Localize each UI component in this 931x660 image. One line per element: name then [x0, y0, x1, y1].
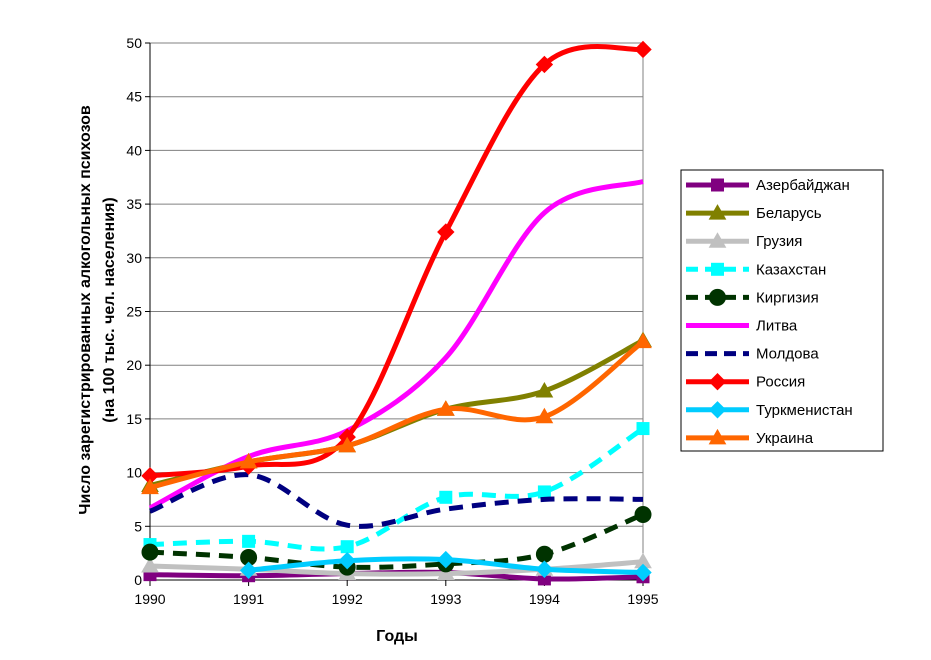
y-tick-label: 35 — [126, 196, 142, 212]
y-tick-label: 5 — [134, 518, 142, 534]
data-point — [634, 332, 652, 349]
y-tick-label: 45 — [126, 89, 142, 105]
series-6 — [148, 179, 644, 511]
legend-item: Молдова — [686, 346, 819, 363]
legend-item: Литва — [686, 318, 798, 335]
series-line — [149, 339, 645, 491]
series-line — [149, 426, 645, 552]
series-7 — [149, 472, 644, 529]
data-point — [141, 543, 159, 561]
legend-marker — [708, 372, 727, 391]
legend-marker — [709, 288, 726, 306]
y-axis-title-line1: Число зарегистрированных алкогольных пси… — [77, 105, 94, 515]
series-line — [148, 179, 644, 511]
x-tick-label: 1994 — [529, 591, 560, 607]
data-point — [340, 540, 354, 554]
series-4 — [143, 422, 650, 554]
data-point — [141, 557, 159, 573]
legend-marker — [708, 401, 727, 419]
data-point — [141, 478, 159, 495]
legend-item: Беларусь — [686, 204, 822, 222]
y-tick-label: 25 — [126, 304, 142, 320]
legend-item: Украина — [686, 428, 814, 447]
data-point — [634, 40, 652, 59]
y-axis-title-line2: (на 100 тыс. чел. населения) — [101, 197, 118, 422]
y-tick-label: 30 — [126, 250, 142, 266]
legend-label: Украина — [756, 430, 814, 447]
series-line — [149, 472, 644, 529]
data-point — [239, 561, 258, 580]
x-tick-label: 1990 — [134, 591, 165, 607]
series-line — [149, 43, 644, 479]
legend-item: Россия — [686, 372, 805, 391]
legend-item: Грузия — [686, 232, 802, 250]
y-tick-label: 0 — [134, 572, 142, 588]
legend-items: Азербайджан Беларусь Грузия Казахстан Киргиз… — [686, 177, 853, 447]
data-point — [437, 223, 455, 241]
data-point — [239, 452, 258, 469]
series-group — [141, 40, 652, 586]
series-8 — [141, 40, 652, 485]
legend-label: Киргизия — [756, 289, 819, 306]
data-point — [535, 545, 553, 563]
legend-marker — [708, 428, 727, 445]
data-point — [535, 560, 554, 578]
x-tick-label: 1995 — [627, 591, 658, 607]
data-point — [439, 490, 453, 504]
series-10 — [141, 332, 652, 495]
legend-marker — [711, 178, 724, 192]
legend-marker — [711, 262, 724, 276]
data-point — [436, 400, 455, 416]
data-point — [535, 55, 554, 74]
y-tick-label: 10 — [126, 465, 142, 481]
series-9 — [239, 550, 652, 582]
data-point — [535, 407, 554, 424]
legend-label: Литва — [756, 318, 798, 335]
legend-label: Россия — [756, 374, 805, 391]
data-point — [634, 563, 652, 582]
y-axis-title: Число зарегистрированных алкогольных пси… — [77, 105, 118, 515]
data-point — [437, 550, 455, 569]
x-tick-label: 1992 — [332, 591, 363, 607]
legend-item: Азербайджан — [686, 177, 850, 194]
series-line — [149, 512, 644, 570]
legend-label: Грузия — [756, 233, 802, 250]
x-axis-title: Годы — [376, 628, 418, 645]
data-point — [535, 381, 554, 398]
data-point — [338, 436, 357, 453]
legend-marker — [708, 204, 727, 220]
y-tick-label: 20 — [126, 357, 142, 373]
legend-label: Беларусь — [756, 205, 822, 222]
data-point — [634, 505, 652, 523]
data-point — [338, 551, 356, 570]
legend-marker — [708, 232, 727, 248]
x-tick-label: 1991 — [233, 591, 264, 607]
legend: Азербайджан Беларусь Грузия Казахстан Киргиз… — [680, 169, 884, 452]
series-line — [149, 338, 645, 488]
x-tick-label: 1993 — [430, 591, 461, 607]
data-point — [242, 534, 256, 548]
data-point — [436, 564, 455, 581]
y-tick-label: 50 — [126, 35, 142, 51]
legend-item: Киргизия — [686, 288, 819, 306]
legend-item: Туркменистан — [686, 401, 853, 419]
y-tick-label: 40 — [126, 142, 142, 158]
legend-label: Азербайджан — [756, 177, 850, 194]
legend-label: Казахстан — [756, 261, 826, 278]
y-tick-label: 15 — [126, 411, 142, 427]
data-point — [636, 422, 650, 436]
legend-label: Туркменистан — [756, 402, 853, 419]
data-point — [537, 485, 551, 499]
legend-item: Казахстан — [686, 261, 826, 278]
legend-label: Молдова — [756, 346, 819, 363]
